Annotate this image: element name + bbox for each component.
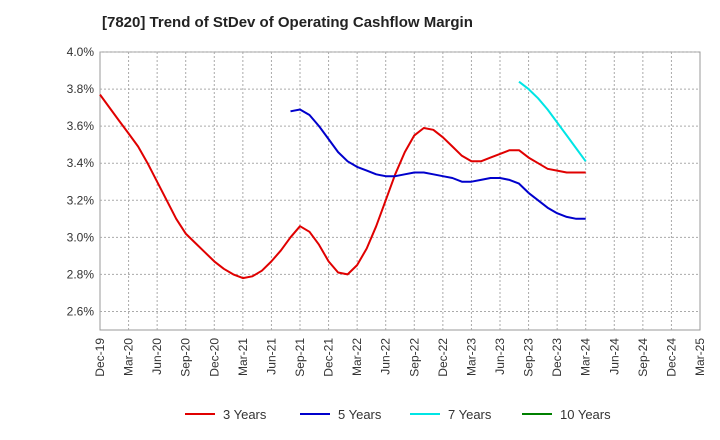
legend: 3 Years 5 Years 7 Years 10 Years xyxy=(185,407,611,422)
y-tick-label: 2.6% xyxy=(67,304,95,318)
x-tick-label: Dec-20 xyxy=(207,338,221,377)
grid-layer xyxy=(99,51,701,331)
x-tick-label: Dec-23 xyxy=(550,338,564,377)
x-tick-label: Mar-22 xyxy=(350,338,364,376)
chart-title: [7820] Trend of StDev of Operating Cashf… xyxy=(102,14,473,31)
x-tick-label: Jun-20 xyxy=(150,338,164,375)
y-tick-label: 3.8% xyxy=(67,82,95,96)
axes-layer: 4.0% 3.8% 3.6% 3.4% 3.2% 3.0% 2.8% 2.6% Dec-19 Ma… xyxy=(67,45,707,377)
x-tick-label: Dec-19 xyxy=(93,338,107,377)
legend-label: 7 Years xyxy=(448,407,492,422)
y-tick-label: 3.2% xyxy=(67,193,95,207)
x-tick-label: Jun-24 xyxy=(607,338,621,375)
x-tick-label: Sep-20 xyxy=(179,338,193,377)
series-line-7-years xyxy=(518,80,587,162)
x-tick-label: Jun-21 xyxy=(264,338,278,375)
y-tick-label: 3.0% xyxy=(67,230,95,244)
x-tick-label: Sep-21 xyxy=(293,338,307,377)
x-tick-label: Mar-24 xyxy=(579,338,593,376)
y-tick-label: 2.8% xyxy=(67,267,95,281)
series-line-5-years xyxy=(290,108,586,220)
x-tick-label: Jun-23 xyxy=(493,338,507,375)
x-tick-label: Dec-24 xyxy=(664,338,678,377)
series-layer xyxy=(99,80,587,280)
x-tick-label: Sep-22 xyxy=(407,338,421,377)
series-line-3-years xyxy=(99,94,586,280)
x-tick-label: Jun-22 xyxy=(379,338,393,375)
legend-label: 10 Years xyxy=(560,407,611,422)
y-tick-label: 4.0% xyxy=(67,45,95,59)
x-tick-label: Dec-21 xyxy=(322,338,336,377)
x-tick-label: Mar-23 xyxy=(464,338,478,376)
plot-area xyxy=(99,51,701,331)
x-tick-label: Dec-22 xyxy=(436,338,450,377)
legend-label: 3 Years xyxy=(223,407,267,422)
x-tick-label: Mar-20 xyxy=(122,338,136,376)
x-tick-label: Sep-24 xyxy=(636,338,650,377)
legend-label: 5 Years xyxy=(338,407,382,422)
x-tick-label: Mar-25 xyxy=(693,338,707,376)
x-tick-label: Mar-21 xyxy=(236,338,250,376)
y-tick-label: 3.4% xyxy=(67,156,95,170)
x-tick-label: Sep-23 xyxy=(522,338,536,377)
y-tick-label: 3.6% xyxy=(67,119,95,133)
